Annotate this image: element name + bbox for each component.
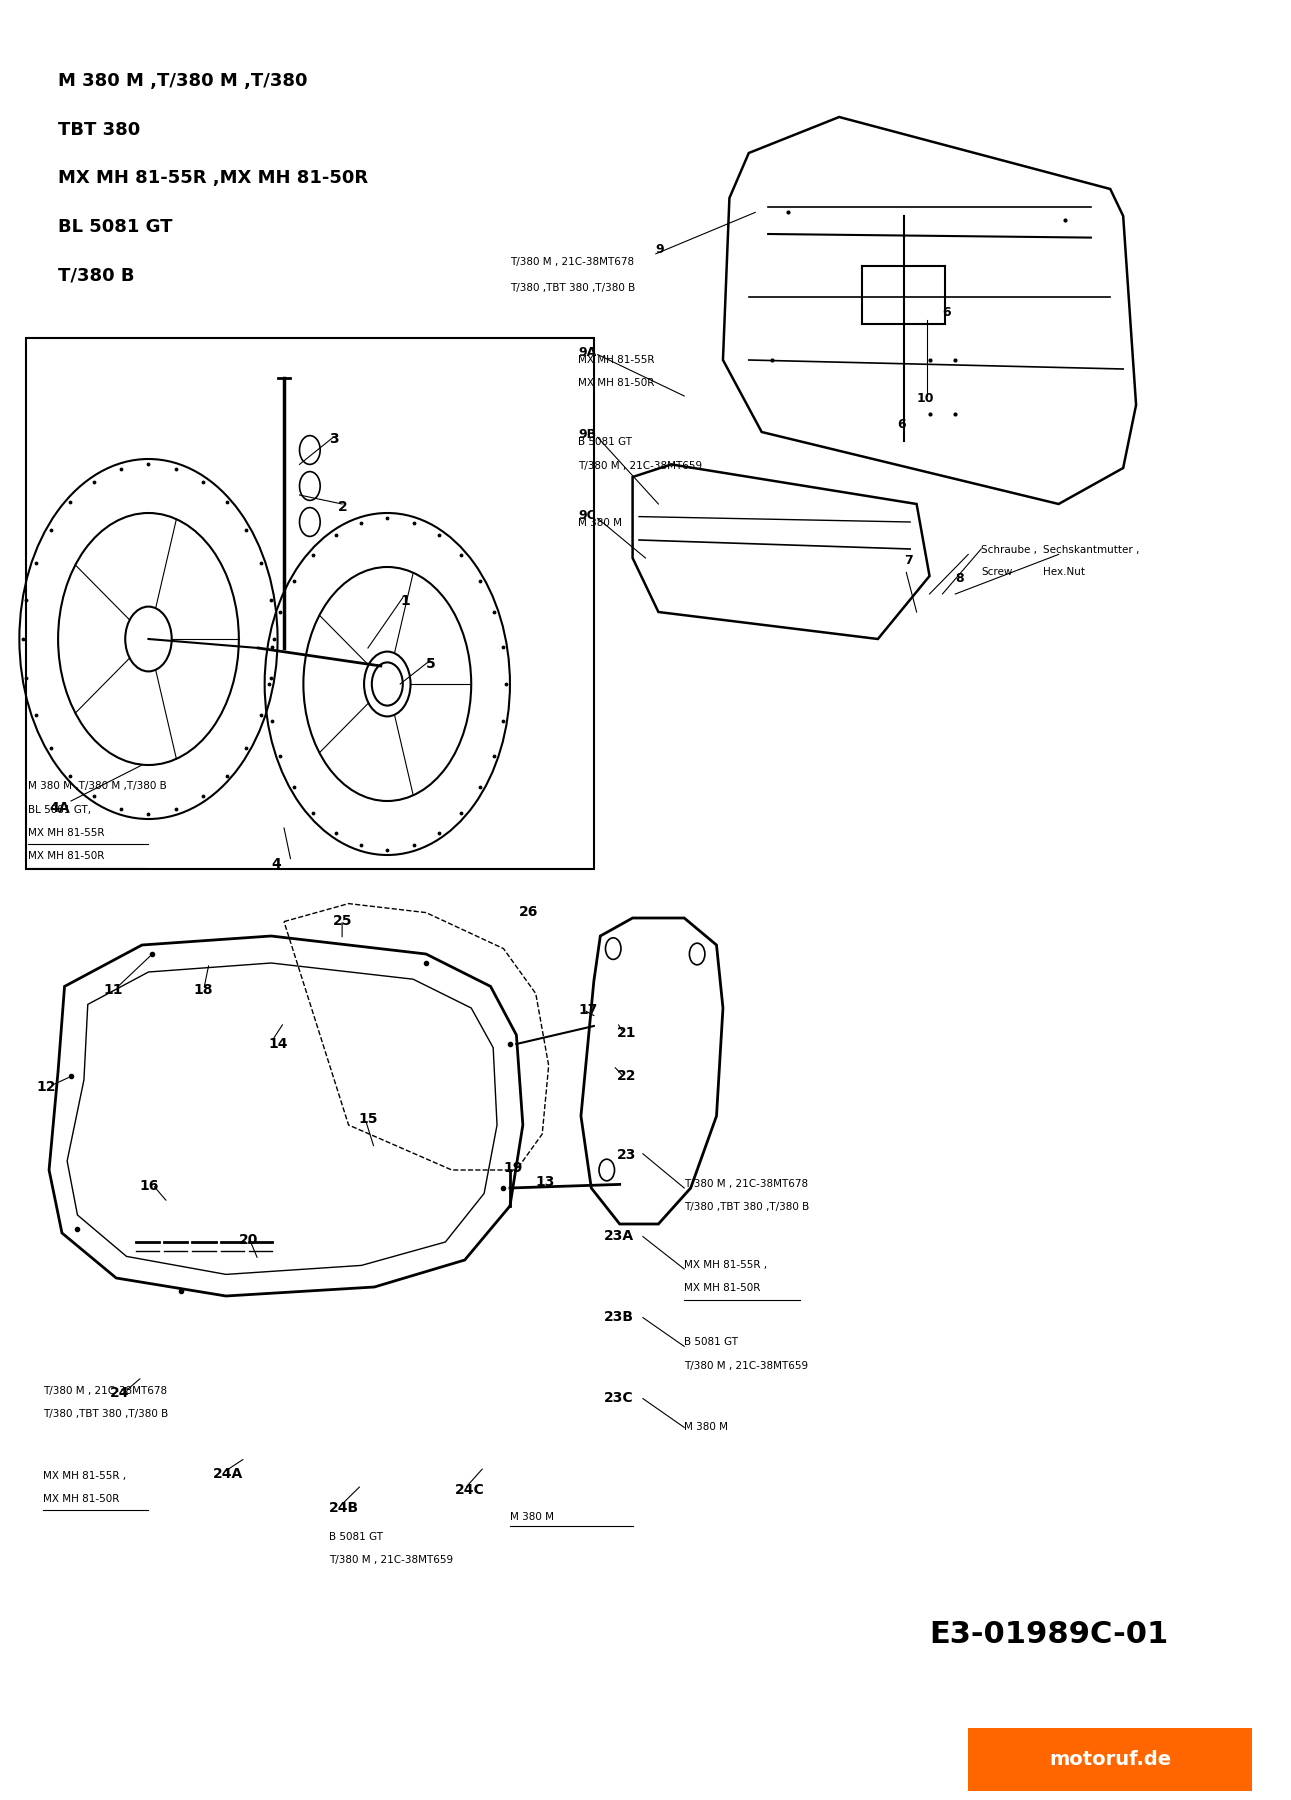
Text: 11: 11: [103, 983, 123, 997]
Text: 18: 18: [194, 983, 213, 997]
Text: BL 5081 GT,: BL 5081 GT,: [28, 805, 92, 815]
Text: MX MH 81-55R ,: MX MH 81-55R ,: [43, 1471, 125, 1481]
Text: E3-01989C-01: E3-01989C-01: [930, 1620, 1168, 1649]
Text: T/380 M , 21C-38MT659: T/380 M , 21C-38MT659: [684, 1361, 808, 1372]
Text: 6: 6: [942, 306, 951, 319]
Text: T/380 B: T/380 B: [58, 266, 134, 284]
Text: 9C: 9C: [578, 509, 596, 522]
Text: MX MH 81-55R ,MX MH 81-50R: MX MH 81-55R ,MX MH 81-50R: [58, 169, 368, 187]
Text: T/380 M , 21C-38MT678: T/380 M , 21C-38MT678: [43, 1386, 167, 1397]
Text: 23: 23: [617, 1148, 636, 1163]
Text: 19: 19: [503, 1161, 523, 1175]
Text: M 380 M ,T/380 M ,T/380: M 380 M ,T/380 M ,T/380: [58, 72, 307, 90]
Text: T/380 ,TBT 380 ,T/380 B: T/380 ,TBT 380 ,T/380 B: [43, 1409, 168, 1420]
Text: Sechskantmutter ,: Sechskantmutter ,: [1043, 545, 1140, 556]
Text: T/380 ,TBT 380 ,T/380 B: T/380 ,TBT 380 ,T/380 B: [510, 283, 635, 293]
Text: MX MH 81-50R: MX MH 81-50R: [578, 378, 655, 389]
Text: MX MH 81-50R: MX MH 81-50R: [684, 1283, 760, 1294]
Text: 20: 20: [239, 1233, 258, 1247]
Text: 23B: 23B: [604, 1310, 634, 1325]
Text: 21: 21: [617, 1026, 636, 1040]
Text: 24: 24: [110, 1386, 129, 1400]
Text: 5: 5: [426, 657, 436, 671]
Text: 22: 22: [617, 1069, 636, 1084]
Text: B 5081 GT: B 5081 GT: [578, 437, 633, 448]
Text: 7: 7: [904, 554, 913, 567]
Text: Screw: Screw: [981, 567, 1012, 578]
Text: 9A: 9A: [578, 346, 596, 358]
Text: Hex.Nut: Hex.Nut: [1043, 567, 1086, 578]
Text: M 380 M: M 380 M: [684, 1422, 728, 1433]
Text: 23A: 23A: [604, 1229, 634, 1244]
Text: 17: 17: [578, 1003, 598, 1017]
Text: MX MH 81-50R: MX MH 81-50R: [43, 1494, 119, 1505]
Text: 13: 13: [536, 1175, 555, 1190]
Text: 15: 15: [359, 1112, 378, 1127]
Text: TBT 380: TBT 380: [58, 121, 141, 139]
Text: 24B: 24B: [329, 1501, 359, 1516]
Text: motoruf.de: motoruf.de: [1050, 1750, 1171, 1769]
Text: T/380 M , 21C-38MT659: T/380 M , 21C-38MT659: [329, 1555, 453, 1566]
Text: 26: 26: [519, 905, 538, 920]
Text: 2: 2: [338, 500, 349, 515]
Text: MX MH 81-55R ,: MX MH 81-55R ,: [684, 1260, 767, 1271]
Text: 23C: 23C: [604, 1391, 634, 1406]
Text: MX MH 81-50R: MX MH 81-50R: [28, 851, 105, 862]
Text: T/380 ,TBT 380 ,T/380 B: T/380 ,TBT 380 ,T/380 B: [684, 1202, 809, 1213]
Text: BL 5081 GT: BL 5081 GT: [58, 218, 173, 236]
FancyBboxPatch shape: [954, 1724, 1266, 1795]
Text: 25: 25: [333, 914, 352, 929]
Text: 12: 12: [36, 1080, 56, 1094]
Text: 9B: 9B: [578, 428, 596, 441]
Text: 24C: 24C: [454, 1483, 484, 1498]
Text: 6: 6: [897, 418, 906, 430]
Text: 9: 9: [656, 243, 665, 256]
Text: 24A: 24A: [213, 1467, 243, 1481]
Text: MX MH 81-55R: MX MH 81-55R: [578, 355, 655, 365]
Text: M 380 M: M 380 M: [510, 1512, 554, 1523]
Text: 10: 10: [917, 392, 935, 405]
Text: B 5081 GT: B 5081 GT: [684, 1337, 738, 1348]
Text: T/380 M , 21C-38MT678: T/380 M , 21C-38MT678: [510, 257, 634, 268]
Text: 3: 3: [329, 432, 338, 446]
Text: Schraube ,: Schraube ,: [981, 545, 1037, 556]
Text: T/380 M , 21C-38MT678: T/380 M , 21C-38MT678: [684, 1179, 808, 1190]
Text: 4: 4: [271, 857, 281, 871]
Text: B 5081 GT: B 5081 GT: [329, 1532, 383, 1543]
Text: 4A: 4A: [49, 801, 70, 815]
Text: M 380 M: M 380 M: [578, 518, 622, 529]
Text: 1: 1: [400, 594, 411, 608]
Bar: [26, 338, 594, 869]
Text: 8: 8: [955, 572, 964, 585]
Text: 14: 14: [269, 1037, 288, 1051]
Text: 16: 16: [139, 1179, 159, 1193]
Text: T/380 M , 21C-38MT659: T/380 M , 21C-38MT659: [578, 461, 702, 472]
Text: MX MH 81-55R: MX MH 81-55R: [28, 828, 105, 839]
Text: M 380 M ,T/380 M ,T/380 B: M 380 M ,T/380 M ,T/380 B: [28, 781, 167, 792]
